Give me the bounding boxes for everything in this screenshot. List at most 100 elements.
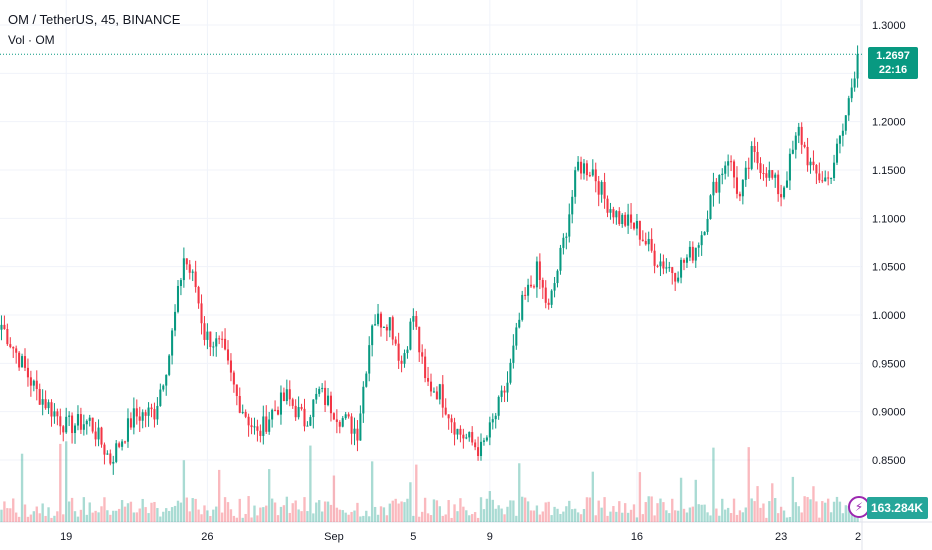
candle-body bbox=[574, 170, 577, 197]
candle-body bbox=[841, 130, 844, 136]
volume-bar bbox=[441, 515, 444, 522]
candle-body bbox=[618, 211, 621, 225]
symbol-title[interactable]: OM / TetherUS, 45, BINANCE bbox=[8, 12, 181, 27]
volume-bar bbox=[203, 505, 206, 522]
volume-bar bbox=[815, 501, 818, 522]
candle-body bbox=[165, 374, 168, 386]
volume-bar bbox=[6, 508, 9, 522]
candle-body bbox=[562, 237, 565, 248]
volume-bar bbox=[226, 502, 230, 522]
candle-body bbox=[41, 399, 44, 405]
candle-body bbox=[121, 441, 124, 447]
candle-body bbox=[23, 356, 27, 368]
volume-bar bbox=[194, 498, 197, 522]
candle-body bbox=[91, 417, 94, 432]
candle-body bbox=[356, 428, 359, 441]
candle-body bbox=[653, 250, 656, 266]
volume-bar bbox=[724, 509, 727, 522]
candle-body bbox=[474, 442, 477, 448]
volume-bar bbox=[235, 517, 239, 522]
volume-bar bbox=[556, 508, 559, 522]
volume-bar bbox=[65, 441, 68, 522]
flash-icon[interactable]: ⚡ bbox=[848, 496, 870, 518]
volume-bar bbox=[747, 447, 750, 522]
candle-body bbox=[232, 372, 235, 385]
volume-bar bbox=[32, 511, 36, 522]
x-tick-label: 16 bbox=[631, 531, 643, 543]
volume-bar bbox=[821, 501, 824, 522]
volume-bar bbox=[638, 472, 642, 522]
volume-bar bbox=[791, 476, 795, 522]
candle-body bbox=[600, 181, 603, 195]
volume-bar bbox=[250, 517, 253, 522]
volume-bar bbox=[644, 502, 647, 522]
candle-body bbox=[709, 195, 712, 220]
candle-body bbox=[632, 222, 636, 229]
volume-bar bbox=[91, 512, 94, 522]
volume-bar bbox=[315, 502, 318, 522]
volume-bar bbox=[320, 511, 324, 522]
candle-body bbox=[109, 453, 112, 464]
candle-body bbox=[291, 399, 294, 406]
volume-bar bbox=[688, 507, 692, 522]
candle-body bbox=[238, 396, 241, 413]
volume-bar bbox=[697, 504, 700, 522]
volume-bar bbox=[191, 498, 194, 522]
candle-body bbox=[147, 407, 150, 416]
volume-bar bbox=[473, 512, 477, 522]
volume-bar bbox=[150, 502, 153, 522]
volume-indicator-label[interactable]: Vol · OM bbox=[8, 33, 55, 47]
volume-bar bbox=[356, 502, 359, 522]
volume-bar bbox=[568, 500, 571, 522]
volume-bar bbox=[247, 496, 250, 522]
volume-bar bbox=[729, 513, 733, 522]
candle-body bbox=[777, 174, 780, 195]
volume-bar bbox=[153, 501, 156, 522]
candle-body bbox=[418, 326, 421, 353]
volume-bar bbox=[332, 475, 336, 522]
volume-bar bbox=[76, 516, 80, 522]
candle-body bbox=[344, 414, 347, 419]
candle-body bbox=[468, 432, 471, 438]
volume-bar bbox=[232, 515, 236, 522]
volume-bar bbox=[547, 501, 550, 522]
candle-body bbox=[429, 381, 433, 392]
volume-bar bbox=[700, 504, 703, 522]
candle-body bbox=[532, 286, 535, 288]
candle-body bbox=[79, 414, 82, 430]
volume-bar bbox=[115, 510, 118, 522]
volume-bar bbox=[768, 501, 771, 522]
volume-bar bbox=[847, 505, 850, 522]
volume-bar bbox=[479, 497, 483, 522]
candle-body bbox=[571, 196, 574, 215]
candle-body bbox=[738, 193, 741, 197]
volume-bar bbox=[159, 516, 162, 522]
candle-body bbox=[132, 408, 135, 428]
volume-bar bbox=[147, 513, 150, 522]
volume-bar bbox=[824, 502, 827, 522]
candle-body bbox=[591, 169, 594, 176]
volume-bar bbox=[835, 496, 839, 522]
candle-body bbox=[406, 349, 409, 354]
candle-body bbox=[271, 409, 274, 420]
volume-bar bbox=[715, 508, 718, 522]
volume-bar bbox=[718, 515, 721, 522]
volume-bar bbox=[79, 509, 83, 522]
volume-bar bbox=[550, 515, 553, 522]
volume-bar bbox=[376, 514, 380, 522]
volume-bar bbox=[415, 464, 418, 522]
volume-bar bbox=[650, 496, 653, 522]
candle-body bbox=[850, 87, 853, 99]
candle-body bbox=[12, 347, 15, 349]
volume-bar bbox=[391, 500, 394, 522]
candle-body bbox=[353, 428, 356, 434]
volume-bar bbox=[459, 498, 462, 522]
volume-bar bbox=[368, 516, 371, 522]
candle-body bbox=[191, 271, 194, 273]
candle-body bbox=[735, 177, 738, 194]
volume-bar bbox=[412, 515, 415, 522]
candle-body bbox=[503, 390, 506, 393]
volume-bar bbox=[671, 498, 674, 522]
candle-body bbox=[730, 161, 733, 163]
